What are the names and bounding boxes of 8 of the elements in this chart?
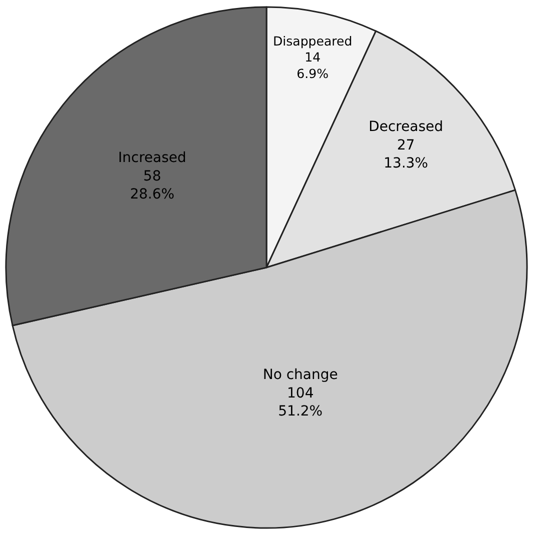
data-label: 104 51.2% bbox=[278, 385, 323, 420]
slice-label: Increased bbox=[118, 150, 186, 166]
data-label: 14 6.9% bbox=[296, 50, 329, 82]
data-label: 58 28.6% bbox=[130, 168, 174, 203]
slice-label: Disappeared bbox=[272, 33, 352, 48]
data-label: 27 13.3% bbox=[384, 137, 428, 172]
slice-label: Decreased bbox=[368, 119, 444, 136]
slice-label: No change bbox=[262, 367, 338, 384]
